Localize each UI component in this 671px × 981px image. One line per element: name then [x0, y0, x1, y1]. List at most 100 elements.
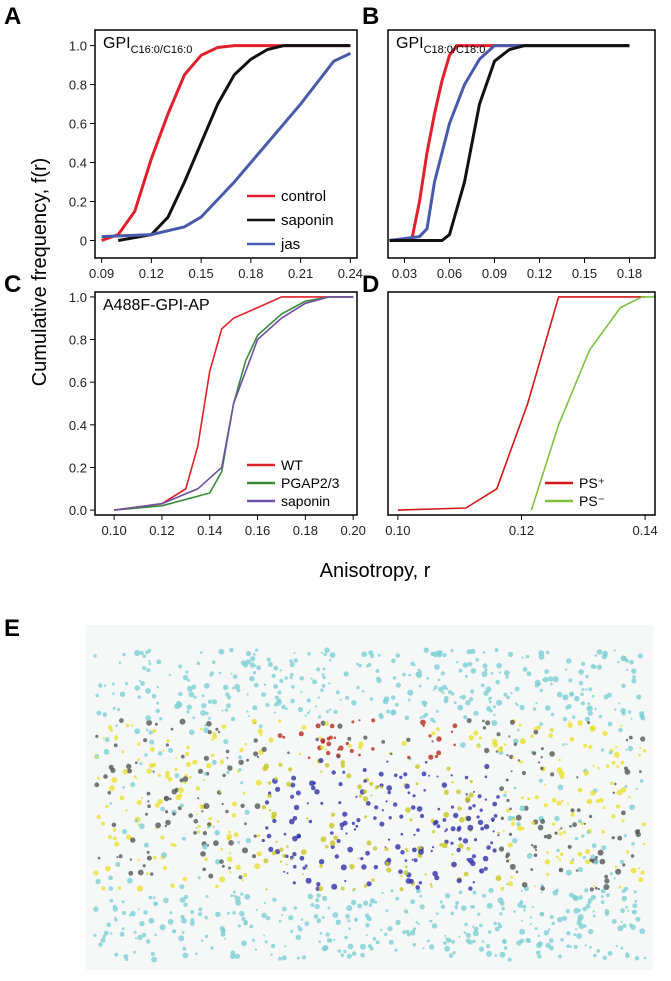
- molecule-dot: [522, 904, 527, 909]
- molecule-dot: [569, 691, 574, 696]
- molecule-dot: [317, 715, 322, 719]
- molecule-dot: [519, 900, 524, 904]
- molecule-dot: [451, 939, 455, 944]
- molecule-dot: [337, 949, 342, 953]
- molecule-dot: [365, 934, 368, 937]
- molecule-dot: [362, 796, 369, 802]
- molecule-dot: [208, 717, 211, 720]
- molecule-dot: [473, 838, 478, 842]
- molecule-dot: [484, 668, 488, 672]
- molecule-dot: [429, 883, 433, 886]
- molecule-dot: [500, 886, 505, 891]
- molecule-dot: [415, 921, 419, 924]
- molecule-dot: [461, 905, 467, 911]
- molecule-dot: [569, 945, 573, 948]
- molecule-dot: [178, 935, 185, 942]
- molecule-dot: [113, 904, 117, 909]
- molecule-dot: [531, 905, 534, 909]
- molecule-dot: [472, 854, 476, 859]
- molecule-dot: [238, 759, 244, 765]
- molecule-dot: [237, 924, 241, 928]
- molecule-dot: [311, 785, 316, 791]
- molecule-dot: [112, 682, 115, 686]
- molecule-dot: [185, 670, 189, 674]
- molecule-dot: [580, 701, 586, 706]
- molecule-dot: [630, 867, 637, 874]
- molecule-dot: [398, 869, 403, 874]
- molecule-dot: [186, 762, 192, 767]
- molecule-dot: [618, 727, 623, 733]
- molecule-dot: [112, 828, 117, 832]
- x-tick-label: 0.14: [197, 523, 222, 538]
- molecule-dot: [372, 937, 377, 941]
- molecule-dot: [113, 743, 118, 748]
- molecule-dot: [560, 852, 564, 856]
- molecule-dot: [505, 778, 509, 782]
- molecule-dot: [146, 719, 153, 726]
- molecule-dot: [274, 777, 278, 781]
- molecule-dot: [241, 879, 244, 882]
- molecule-dot: [95, 878, 101, 885]
- molecule-dot: [616, 804, 620, 809]
- molecule-dot: [325, 845, 329, 849]
- molecule-dot: [482, 855, 489, 862]
- molecule-dot: [597, 849, 604, 856]
- molecule-dot: [506, 798, 510, 803]
- molecule-dot: [419, 716, 423, 720]
- molecule-dot: [314, 904, 320, 910]
- molecule-dot: [327, 906, 331, 910]
- molecule-dot: [118, 854, 123, 859]
- molecule-dot: [185, 751, 190, 757]
- molecule-dot: [546, 833, 552, 840]
- molecule-dot: [457, 704, 464, 711]
- molecule-dot: [204, 915, 208, 920]
- molecule-dot: [558, 758, 561, 762]
- molecule-dot: [231, 813, 237, 818]
- molecule-dot: [182, 946, 187, 951]
- molecule-dot: [254, 803, 261, 810]
- molecule-dot: [492, 738, 498, 745]
- molecule-dot: [296, 956, 300, 960]
- molecule-dot: [640, 736, 646, 742]
- molecule-dot: [365, 923, 370, 928]
- molecule-dot: [227, 911, 230, 915]
- molecule-dot: [469, 779, 473, 784]
- molecule-dot: [390, 889, 394, 893]
- molecule-dot: [326, 741, 332, 747]
- molecule-dot: [543, 803, 548, 808]
- molecule-dot: [431, 740, 434, 743]
- molecule-dot: [244, 742, 248, 746]
- molecule-dot: [544, 669, 550, 674]
- molecule-dot: [583, 743, 588, 748]
- molecule-dot: [628, 795, 631, 799]
- data-line: [117, 44, 351, 242]
- molecule-dot: [592, 914, 596, 918]
- molecule-dot: [292, 852, 297, 857]
- molecule-dot: [315, 737, 320, 742]
- molecule-dot: [402, 930, 407, 935]
- molecule-dot: [479, 808, 483, 812]
- molecule-dot: [378, 771, 384, 777]
- molecule-dot: [324, 763, 330, 768]
- molecule-dot: [482, 663, 488, 669]
- molecule-dot: [220, 759, 223, 762]
- molecule-dot: [502, 939, 507, 945]
- molecule-dot: [139, 920, 145, 927]
- molecule-dot: [218, 648, 225, 655]
- molecule-dot: [611, 760, 616, 765]
- molecule-dot: [112, 706, 116, 710]
- molecule-dot: [142, 666, 147, 671]
- molecule-dot: [136, 799, 142, 806]
- molecule-dot: [615, 944, 618, 948]
- molecule-dot: [594, 886, 598, 890]
- molecule-dot: [618, 702, 621, 705]
- molecule-dot: [225, 692, 230, 697]
- molecule-dot: [424, 761, 428, 764]
- molecule-dot: [583, 822, 586, 825]
- molecule-dot: [266, 657, 271, 662]
- molecule-dot: [291, 685, 295, 689]
- molecule-dot: [410, 899, 416, 904]
- molecule-dot: [627, 745, 634, 752]
- molecule-dot: [226, 703, 231, 709]
- molecule-dot: [195, 786, 201, 791]
